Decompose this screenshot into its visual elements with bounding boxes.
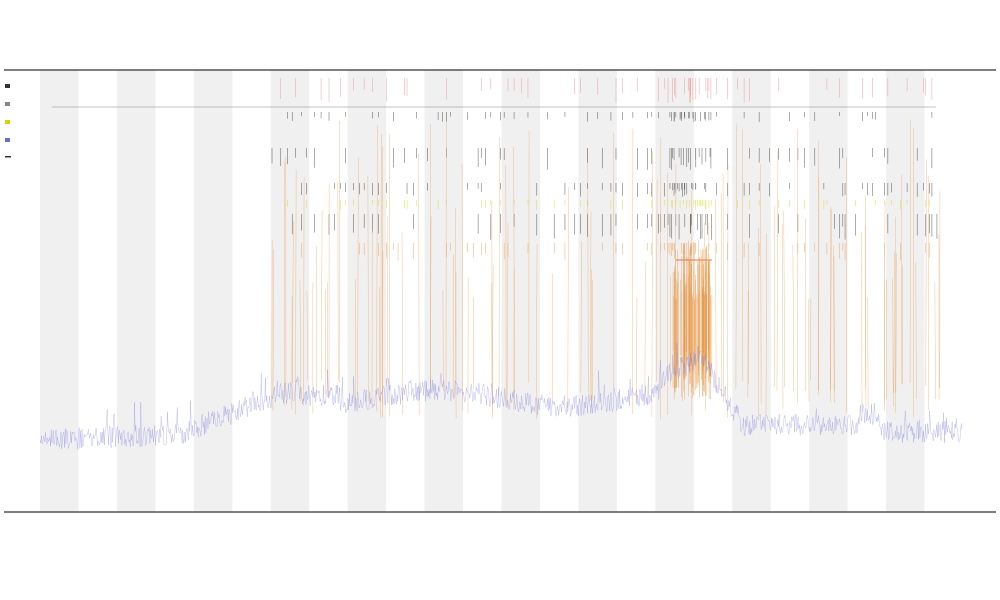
spike-line <box>792 244 795 391</box>
background-band <box>270 70 310 512</box>
spike-line <box>303 177 305 406</box>
spike-line <box>535 244 538 420</box>
spike-line <box>656 179 658 382</box>
spike-line <box>782 224 784 409</box>
spike-line <box>367 175 369 402</box>
background-band <box>578 70 617 512</box>
background-band <box>193 70 233 512</box>
signal-series <box>39 342 963 450</box>
spike-line <box>773 205 776 388</box>
legend-swatch <box>5 84 10 88</box>
legend-swatch <box>5 120 10 124</box>
background-band <box>886 70 925 512</box>
spike-line <box>321 210 323 381</box>
spike-line <box>651 151 653 417</box>
spike-line <box>720 193 723 396</box>
legend-swatch <box>5 156 11 158</box>
background-band <box>116 70 156 512</box>
spike-line <box>295 169 297 415</box>
spike-line <box>357 157 359 395</box>
spike-line <box>461 163 463 411</box>
spike-line <box>783 210 785 387</box>
spike-line <box>567 187 569 409</box>
spike-line <box>934 282 936 400</box>
spike-line <box>895 253 897 413</box>
spike-line <box>830 209 832 402</box>
background-band <box>732 70 771 512</box>
spike-line <box>893 252 895 407</box>
chart-axes <box>4 69 996 513</box>
spike-line <box>833 245 835 392</box>
spike-line <box>900 174 903 385</box>
background-band <box>40 70 79 512</box>
annotation-tracks <box>271 78 938 261</box>
spike-line <box>817 140 820 396</box>
spike-line <box>715 199 717 392</box>
spike-line <box>386 215 389 383</box>
spike-line <box>580 241 582 393</box>
spike-series <box>271 120 941 420</box>
spike-line <box>292 221 294 384</box>
spike-line <box>587 147 589 393</box>
spike-line <box>808 299 810 402</box>
spike-line <box>401 232 404 415</box>
legend-swatch <box>5 102 10 106</box>
spike-line <box>635 297 638 404</box>
spike-line <box>376 125 378 412</box>
chart-legend <box>5 84 11 158</box>
spike-line <box>735 123 738 389</box>
spike-line <box>925 159 927 386</box>
spike-line <box>644 262 646 402</box>
spike-line <box>861 231 863 412</box>
spike-line <box>776 151 779 391</box>
background-band <box>501 70 540 512</box>
spike-line <box>681 291 683 402</box>
spike-line <box>299 280 301 402</box>
signal-line <box>39 342 963 450</box>
spike-line <box>742 128 744 382</box>
spike-line <box>833 256 835 403</box>
spike-line <box>591 279 593 408</box>
spike-line <box>589 211 592 401</box>
spike-line <box>884 201 886 411</box>
spike-line <box>272 249 275 411</box>
spike-line <box>418 153 420 416</box>
background-band <box>809 70 848 512</box>
spike-line <box>380 134 382 418</box>
spike-line <box>306 291 309 381</box>
legend-swatch <box>5 138 10 142</box>
background-band <box>347 70 387 512</box>
spike-line <box>765 232 768 417</box>
spike-line <box>506 222 509 407</box>
spike-line <box>915 262 917 399</box>
background-bands <box>40 70 925 512</box>
